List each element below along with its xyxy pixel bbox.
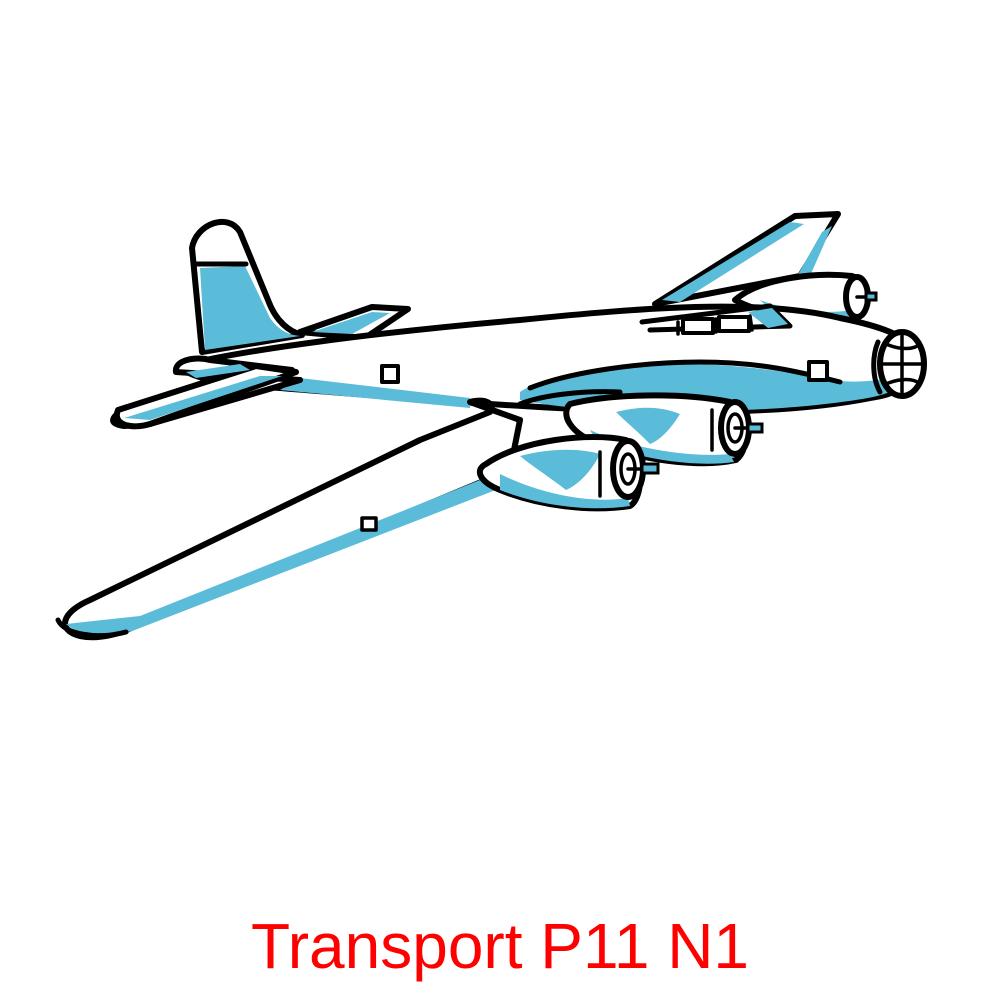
nose [871,329,927,399]
cockpit [639,303,793,336]
far-wing [652,211,841,307]
near-stabilizer [110,355,303,430]
near-wing-shade [66,472,506,636]
cockpit-window [681,317,715,335]
near-wing [55,397,523,641]
fuselage-window [807,360,829,382]
far-wing-shade [662,222,804,302]
cockpit-window [717,315,751,333]
vertical-tail [189,219,305,355]
fuselage-window [380,364,400,384]
caption: Transport P11 N1 [251,910,749,982]
outer-engine [476,434,660,512]
